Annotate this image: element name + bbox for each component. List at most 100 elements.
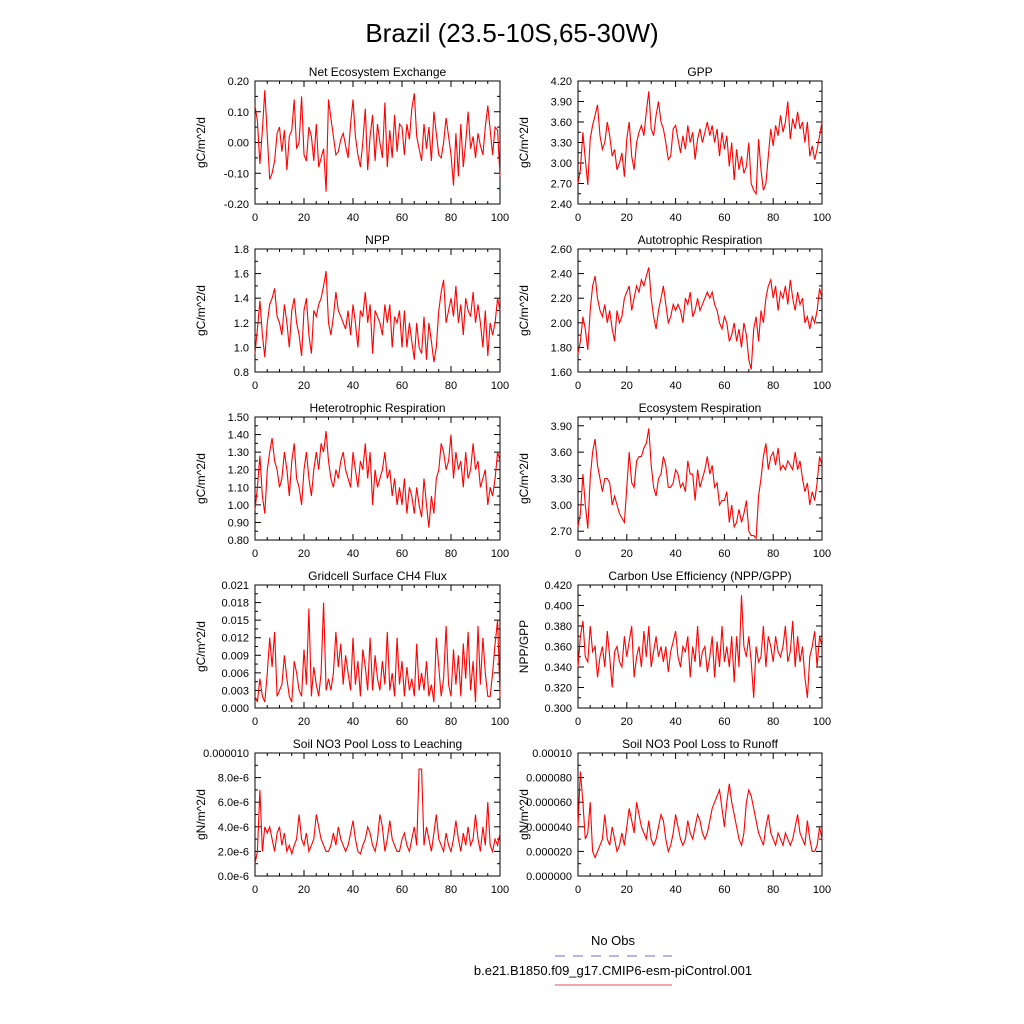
chart-panel-5: Ecosystem Respiration gC/m^2/d 0 20 40 60 80 10…: [517, 401, 831, 560]
y-tick-label: 2.40: [551, 269, 572, 281]
legend-label-no-obs: No Obs: [591, 933, 636, 948]
x-tick-label: 80: [445, 716, 457, 728]
figure-title: Brazil (23.5-10S,65-30W): [365, 18, 658, 48]
x-tick-label: 60: [718, 716, 730, 728]
y-tick-label: 1.40: [228, 430, 249, 442]
x-tick-label: 60: [718, 884, 730, 896]
series-line-0: [254, 602, 501, 703]
series-line-0: [577, 771, 823, 859]
y-tick-label: 0.300: [544, 703, 572, 715]
y-axis-label: gN/m^2/d: [194, 789, 208, 840]
chart-title: NPP: [365, 233, 390, 247]
chart-title: Ecosystem Respiration: [639, 401, 762, 415]
y-tick-label: 4.0e-6: [218, 822, 249, 834]
y-tick-label: 2.00: [551, 318, 572, 330]
chart-panel-6: Gridcell Surface CH4 Flux gC/m^2/d 0 20 40 60…: [194, 569, 509, 728]
y-tick-label: 1.60: [551, 367, 572, 379]
x-tick-label: 100: [491, 716, 509, 728]
y-tick-label: 0.80: [228, 535, 249, 547]
x-tick-label: 40: [669, 212, 681, 224]
y-tick-label: 1.2: [234, 318, 249, 330]
x-tick-label: 100: [813, 884, 831, 896]
y-tick-label: 0.003: [221, 685, 249, 697]
plot-frame: [577, 80, 823, 205]
x-tick-label: 100: [491, 884, 509, 896]
series-line-0: [577, 428, 823, 540]
x-tick-label: 60: [396, 380, 408, 392]
legend-label-model: b.e21.B1850.f09_g17.CMIP6-esm-piControl.…: [474, 963, 752, 978]
x-tick-label: 100: [813, 548, 831, 560]
y-tick-label: 0.021: [221, 580, 249, 592]
chart-title: Gridcell Surface CH4 Flux: [308, 569, 447, 583]
y-tick-label: 4.20: [551, 76, 572, 88]
chart-title: Heterotrophic Respiration: [309, 401, 445, 415]
y-tick-label: 2.70: [551, 526, 572, 538]
x-tick-label: 60: [718, 548, 730, 560]
y-tick-label: 0.90: [228, 517, 249, 529]
series-line-0: [254, 271, 501, 363]
y-tick-label: 0.015: [221, 615, 249, 627]
legend: No Obs b.e21.B1850.f09_g17.CMIP6-esm-piC…: [474, 933, 752, 986]
x-tick-label: 100: [491, 212, 509, 224]
x-tick-label: 100: [491, 380, 509, 392]
y-tick-label: 0.000000: [526, 871, 572, 883]
x-tick-label: 0: [252, 212, 258, 224]
x-tick-label: 40: [347, 884, 359, 896]
chart-title: Net Ecosystem Exchange: [309, 65, 447, 79]
x-tick-label: 20: [298, 380, 310, 392]
x-tick-label: 60: [396, 716, 408, 728]
x-tick-label: 0: [252, 884, 258, 896]
x-tick-label: 40: [347, 212, 359, 224]
series-line-0: [254, 90, 501, 192]
y-axis-label: NPP/GPP: [517, 620, 531, 673]
x-tick-label: 20: [298, 548, 310, 560]
plot-frame: [577, 752, 823, 877]
x-tick-label: 60: [396, 548, 408, 560]
y-tick-label: 0.420: [544, 580, 572, 592]
y-tick-label: 0.8: [234, 367, 249, 379]
y-tick-label: 3.90: [551, 421, 572, 433]
y-tick-label: 1.50: [228, 412, 249, 424]
x-tick-label: 20: [621, 548, 633, 560]
x-tick-label: 40: [669, 716, 681, 728]
chart-title: Autotrophic Respiration: [638, 233, 763, 247]
y-tick-label: 0.000080: [526, 773, 572, 785]
chart-panel-4: Heterotrophic Respiration gC/m^2/d 0 20 40 60…: [194, 401, 509, 560]
y-tick-label: 3.00: [551, 500, 572, 512]
y-tick-label: 3.30: [551, 138, 572, 150]
x-tick-label: 60: [718, 212, 730, 224]
chart-title: GPP: [687, 65, 712, 79]
x-tick-label: 20: [621, 884, 633, 896]
x-tick-label: 40: [347, 716, 359, 728]
y-tick-label: 3.60: [551, 117, 572, 129]
x-tick-label: 20: [298, 212, 310, 224]
y-tick-label: 2.70: [551, 179, 572, 191]
y-tick-label: 1.80: [551, 342, 572, 354]
y-tick-label: 0.360: [544, 642, 572, 654]
y-tick-label: 0.000060: [526, 797, 572, 809]
x-tick-label: 0: [575, 212, 581, 224]
y-tick-label: -0.20: [224, 199, 249, 211]
chart-title: Carbon Use Efficiency (NPP/GPP): [608, 569, 791, 583]
y-tick-label: 1.00: [228, 500, 249, 512]
panels: Net Ecosystem Exchange gC/m^2/d 0 20 40 60 80 1…: [194, 65, 831, 896]
x-tick-label: 20: [298, 884, 310, 896]
chart-panel-3: Autotrophic Respiration gC/m^2/d 0 20 40 60 80…: [517, 233, 831, 392]
y-tick-label: 8.0e-6: [218, 773, 249, 785]
x-tick-label: 100: [491, 548, 509, 560]
x-tick-label: 40: [347, 380, 359, 392]
chart-panel-0: Net Ecosystem Exchange gC/m^2/d 0 20 40 60 80 1…: [194, 65, 509, 224]
y-axis-label: gC/m^2/d: [194, 453, 208, 504]
chart-panel-2: NPP gC/m^2/d 0 20 40 60 80 100 0.8 1.0 1.2 1.4 1.6 1.…: [194, 233, 509, 392]
y-tick-label: 3.30: [551, 474, 572, 486]
x-tick-label: 100: [813, 380, 831, 392]
series-line-0: [254, 768, 501, 864]
x-tick-label: 40: [669, 884, 681, 896]
y-tick-label: 0.006: [221, 668, 249, 680]
y-tick-label: -0.10: [224, 168, 249, 180]
y-axis-label: gC/m^2/d: [194, 621, 208, 672]
x-tick-label: 80: [767, 212, 779, 224]
y-tick-label: 0.018: [221, 598, 249, 610]
x-tick-label: 100: [813, 716, 831, 728]
